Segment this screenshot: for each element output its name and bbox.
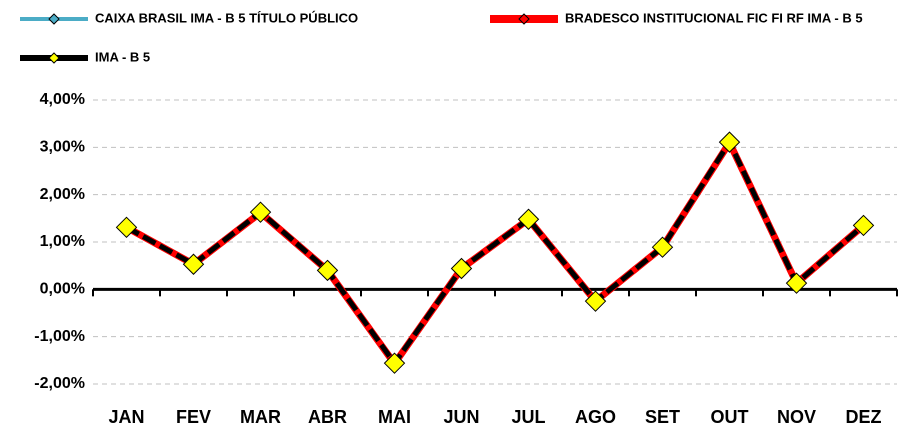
point-marker (785, 272, 808, 294)
x-tick-label: DEZ (846, 407, 882, 427)
x-tick-label: MAR (240, 407, 281, 427)
legend-marker (518, 13, 530, 25)
point-marker (584, 290, 607, 312)
y-tick-label: 1,00% (40, 233, 85, 250)
x-tick-label: OUT (711, 407, 749, 427)
x-tick-label: JAN (108, 407, 144, 427)
x-tick-label: AGO (575, 407, 616, 427)
point-marker (249, 201, 272, 223)
point-marker (182, 253, 205, 275)
legend-label: CAIXA BRASIL IMA - B 5 TÍTULO PÚBLICO (95, 10, 358, 25)
series-line (125, 139, 866, 366)
series-line (125, 143, 865, 368)
legend-marker (48, 13, 60, 25)
legend-label: IMA - B 5 (95, 49, 150, 64)
point-marker (115, 216, 138, 239)
point-marker (517, 208, 540, 230)
point-marker (651, 236, 674, 258)
y-tick-label: -2,00% (34, 375, 85, 392)
legend-label: BRADESCO INSTITUCIONAL FIC FI RF IMA - B… (565, 10, 863, 25)
point-marker (450, 257, 473, 280)
series-line (124, 139, 866, 368)
legend-marker (48, 52, 60, 64)
x-tick-label: SET (645, 407, 680, 427)
x-tick-label: ABR (308, 407, 347, 427)
point-marker (852, 214, 875, 237)
x-tick-label: FEV (176, 407, 211, 427)
point-marker (383, 352, 406, 374)
y-tick-label: 2,00% (40, 186, 85, 203)
y-tick-label: 0,00% (40, 281, 85, 298)
x-tick-label: JUL (511, 407, 545, 427)
y-tick-label: -1,00% (34, 328, 85, 345)
point-marker (316, 259, 339, 282)
x-tick-label: JUN (443, 407, 479, 427)
x-tick-label: MAI (378, 407, 411, 427)
y-tick-label: 4,00% (40, 91, 85, 108)
point-marker (718, 131, 741, 153)
y-tick-label: 3,00% (40, 139, 85, 156)
x-tick-label: NOV (777, 407, 816, 427)
